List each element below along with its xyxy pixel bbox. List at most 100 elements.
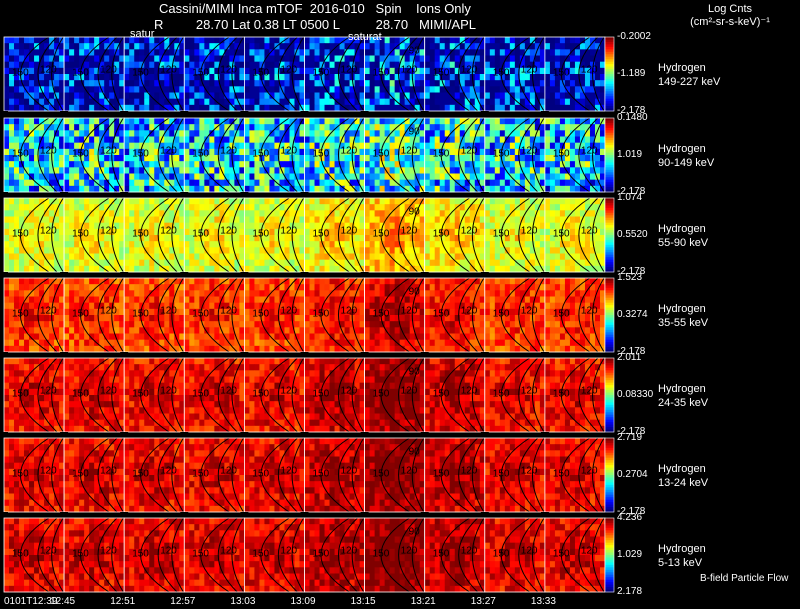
heatmap-cell <box>4 55 10 63</box>
heatmap-cell <box>494 155 501 162</box>
colorbar-segment <box>605 167 614 171</box>
heatmap-cell <box>599 61 606 69</box>
colorbar-segment <box>605 269 614 273</box>
heatmap-cell <box>569 179 576 187</box>
heatmap-cell <box>174 130 180 137</box>
heatmap-cell <box>329 55 335 63</box>
contour-line <box>500 36 530 112</box>
heatmap-cell <box>129 118 135 125</box>
heatmap-cell <box>109 216 115 224</box>
heatmap-cell <box>354 92 360 100</box>
heatmap-cell <box>329 265 335 273</box>
heatmap-cell <box>509 179 516 187</box>
heatmap-cell <box>339 241 345 248</box>
heatmap-cell <box>424 130 431 137</box>
heatmap-cell <box>129 228 135 236</box>
heatmap-cell <box>309 241 315 248</box>
heatmap-cell <box>524 179 531 187</box>
heatmap-cell <box>114 37 120 44</box>
heatmap-cell <box>409 130 416 137</box>
heatmap-cell <box>529 86 536 93</box>
heatmap-cell <box>249 118 255 125</box>
heatmap-cell <box>569 104 576 112</box>
heatmap-cell <box>49 321 55 328</box>
heatmap-cell <box>429 222 436 230</box>
heatmap-cell <box>469 37 476 44</box>
heatmap-cell <box>49 339 55 347</box>
heatmap-cell <box>54 86 60 93</box>
heatmap-cell <box>374 104 381 112</box>
heatmap-cell <box>129 210 135 217</box>
heatmap-cell <box>234 185 240 193</box>
heatmap-cell <box>129 284 135 291</box>
heatmap-cell <box>149 302 155 310</box>
heatmap-cell <box>464 247 471 254</box>
heatmap-cell <box>124 228 130 236</box>
heatmap-cell <box>364 210 371 217</box>
heatmap-cell <box>44 185 50 193</box>
heatmap-cell <box>329 130 335 137</box>
heatmap-cell <box>304 235 310 242</box>
heatmap-cell <box>209 247 215 254</box>
heatmap-cell <box>419 55 426 63</box>
heatmap-cell <box>159 204 165 211</box>
heatmap-cell <box>309 259 315 267</box>
heatmap-cell <box>574 173 581 181</box>
heatmap-cell <box>539 161 546 168</box>
heatmap-cell <box>404 228 411 236</box>
heatmap-cell <box>394 241 401 248</box>
heatmap-cell <box>584 216 591 224</box>
heatmap-cell <box>384 136 391 144</box>
heatmap-cell <box>384 235 391 242</box>
heatmap-cell <box>164 290 170 297</box>
heatmap-cell <box>24 74 30 81</box>
contour-label: 120 <box>341 146 358 157</box>
heatmap-cell <box>464 148 471 156</box>
heatmap-cell <box>279 185 285 193</box>
heatmap-cell <box>29 327 35 334</box>
heatmap-cell <box>264 241 270 248</box>
heatmap-cell <box>74 321 80 328</box>
heatmap-cell <box>429 198 436 205</box>
heatmap-cell <box>324 247 330 254</box>
heatmap-cell <box>84 278 90 285</box>
heatmap-cell <box>514 86 521 93</box>
heatmap-cell <box>559 204 566 211</box>
heatmap-cell <box>34 80 40 87</box>
heatmap-cell <box>294 173 300 181</box>
heatmap-cell <box>174 296 180 304</box>
heatmap-cell <box>279 198 285 205</box>
heatmap-cell <box>479 216 486 224</box>
heatmap-cell <box>364 67 371 75</box>
heatmap-cell <box>19 67 25 75</box>
heatmap-cell <box>464 222 471 230</box>
heatmap-cell <box>289 104 295 112</box>
contour-label: 150 <box>12 68 29 79</box>
heatmap-cell <box>334 155 340 162</box>
heatmap-cell <box>99 333 105 341</box>
heatmap-cell <box>279 118 285 125</box>
heatmap-cell <box>259 210 265 217</box>
heatmap-cell <box>464 43 471 50</box>
heatmap-cell <box>439 216 446 224</box>
heatmap-cell <box>489 74 496 81</box>
heatmap-cell <box>114 247 120 254</box>
heatmap-cell <box>234 253 240 261</box>
heatmap-cell <box>14 247 20 254</box>
colorbar-segment <box>605 125 614 129</box>
heatmap-cell <box>314 43 320 50</box>
heatmap-cell <box>279 130 285 137</box>
contour-line <box>97 36 118 112</box>
heatmap-cell <box>554 161 561 168</box>
heatmap-cell <box>359 61 365 69</box>
heatmap-cell <box>254 247 260 254</box>
heatmap-cell <box>189 98 195 106</box>
heatmap-cell <box>214 185 220 193</box>
heatmap-cell <box>384 241 391 248</box>
heatmap-cell <box>259 92 265 100</box>
heatmap-cell <box>159 124 165 131</box>
contour-label: 90 <box>409 45 421 56</box>
heatmap-cell <box>29 265 35 273</box>
heatmap-cell <box>4 284 10 291</box>
heatmap-cell <box>309 55 315 63</box>
